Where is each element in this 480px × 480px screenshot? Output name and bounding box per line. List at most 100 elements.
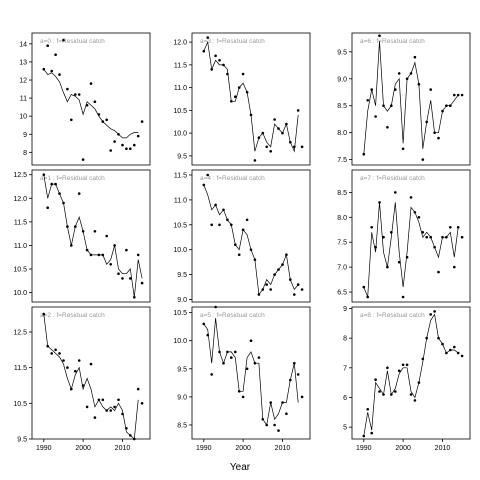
data-point bbox=[133, 143, 136, 147]
y-tick-label: 10.0 bbox=[173, 338, 187, 345]
data-point bbox=[117, 133, 120, 136]
fitted-line bbox=[43, 68, 139, 139]
data-point bbox=[460, 93, 464, 97]
data-point bbox=[202, 322, 206, 326]
y-tick-label: 8.5 bbox=[337, 190, 347, 197]
data-point bbox=[74, 225, 77, 228]
data-point bbox=[97, 113, 101, 116]
data-point bbox=[81, 384, 85, 387]
data-point bbox=[42, 67, 46, 71]
data-point bbox=[226, 218, 229, 222]
panel-8: a=8 : f=Residual catch 5 6 7 8 9 1990 2000 2010 bbox=[343, 306, 471, 452]
data-point bbox=[206, 36, 209, 39]
data-point bbox=[210, 68, 213, 71]
data-point bbox=[433, 310, 436, 313]
data-point bbox=[210, 223, 213, 227]
data-point bbox=[253, 258, 257, 262]
data-point bbox=[234, 350, 237, 354]
data-point bbox=[93, 416, 97, 419]
data-point bbox=[97, 398, 101, 402]
data-point bbox=[273, 273, 276, 276]
data-point bbox=[230, 100, 233, 103]
fitted-line bbox=[363, 41, 459, 155]
data-point bbox=[409, 196, 413, 199]
data-point bbox=[230, 356, 233, 359]
panel-frame bbox=[191, 169, 311, 303]
data-point bbox=[257, 356, 261, 359]
data-point bbox=[449, 104, 452, 107]
data-point bbox=[300, 288, 304, 291]
data-point bbox=[413, 55, 417, 59]
data-point bbox=[394, 88, 397, 91]
y-tick-label: 8 bbox=[23, 150, 27, 157]
data-point bbox=[58, 73, 61, 76]
data-point bbox=[54, 182, 57, 186]
data-point bbox=[105, 234, 108, 238]
data-point bbox=[405, 77, 409, 81]
data-point bbox=[77, 359, 81, 362]
data-point bbox=[397, 369, 401, 373]
data-point bbox=[222, 361, 225, 365]
y-tick-label: 8.0 bbox=[337, 215, 347, 222]
y-tick-label: 9.5 bbox=[177, 153, 187, 160]
data-point bbox=[281, 401, 284, 404]
data-point bbox=[370, 226, 374, 229]
y-tick-label: 7.5 bbox=[337, 157, 347, 164]
y-tick-label: 6 bbox=[343, 395, 347, 402]
data-point bbox=[62, 201, 65, 205]
data-point bbox=[70, 244, 73, 247]
data-point bbox=[234, 243, 237, 246]
y-tick-label: 8 bbox=[343, 336, 347, 343]
data-point bbox=[421, 158, 425, 161]
data-point bbox=[113, 140, 116, 143]
x-tick-label: 1990 bbox=[36, 445, 52, 452]
data-point bbox=[277, 268, 280, 271]
data-point bbox=[89, 362, 93, 366]
data-point bbox=[125, 427, 128, 430]
y-tick-label: 11.0 bbox=[174, 197, 187, 204]
panel-title: a=4 : f=Residual catch bbox=[200, 175, 265, 182]
y-tick-label: 11.0 bbox=[14, 243, 27, 250]
data-point bbox=[285, 122, 288, 126]
data-point bbox=[136, 253, 140, 257]
data-point bbox=[417, 381, 421, 384]
panel-7: a=7 : f=Residual catch 6.5 7.0 7.5 8.0 8.5 bbox=[337, 169, 471, 303]
data-point bbox=[370, 431, 374, 435]
y-tick-label: 10.5 bbox=[13, 401, 27, 408]
data-point bbox=[378, 201, 381, 204]
data-point bbox=[437, 336, 440, 340]
data-point bbox=[289, 140, 292, 144]
data-point bbox=[281, 131, 284, 135]
data-point bbox=[456, 226, 460, 229]
y-tick-label: 8.5 bbox=[337, 103, 347, 110]
panel-0: a=0 : f=Residual catch 8 9 10 11 12 13 14 bbox=[19, 32, 151, 166]
fitted-line bbox=[363, 313, 459, 437]
data-point bbox=[85, 104, 89, 107]
y-tick-label: 9.0 bbox=[177, 394, 187, 401]
data-point bbox=[129, 434, 132, 437]
data-point bbox=[421, 231, 425, 234]
data-point bbox=[453, 265, 456, 269]
data-point bbox=[386, 265, 389, 269]
data-point bbox=[362, 434, 366, 438]
data-point bbox=[54, 53, 57, 56]
data-point bbox=[397, 260, 401, 264]
data-point bbox=[206, 333, 209, 337]
y-tick-label: 9.0 bbox=[177, 297, 187, 304]
x-tick-label: 2000 bbox=[235, 445, 251, 452]
y-tick-label: 13 bbox=[19, 59, 27, 66]
data-point bbox=[117, 272, 120, 276]
x-tick-label: 1990 bbox=[356, 445, 372, 452]
data-point bbox=[425, 235, 429, 239]
data-point bbox=[401, 147, 405, 151]
data-point bbox=[210, 373, 213, 376]
data-point bbox=[50, 182, 53, 186]
data-point bbox=[54, 348, 57, 352]
panel-title: a=3 : f=Residual catch bbox=[200, 38, 265, 45]
data-point bbox=[445, 351, 448, 355]
y-tick-label: 11.5 bbox=[14, 365, 27, 372]
data-point bbox=[277, 127, 280, 130]
data-point bbox=[202, 183, 206, 187]
y-tick-label: 14 bbox=[19, 41, 27, 48]
y-tick-label: 8.5 bbox=[177, 422, 187, 429]
